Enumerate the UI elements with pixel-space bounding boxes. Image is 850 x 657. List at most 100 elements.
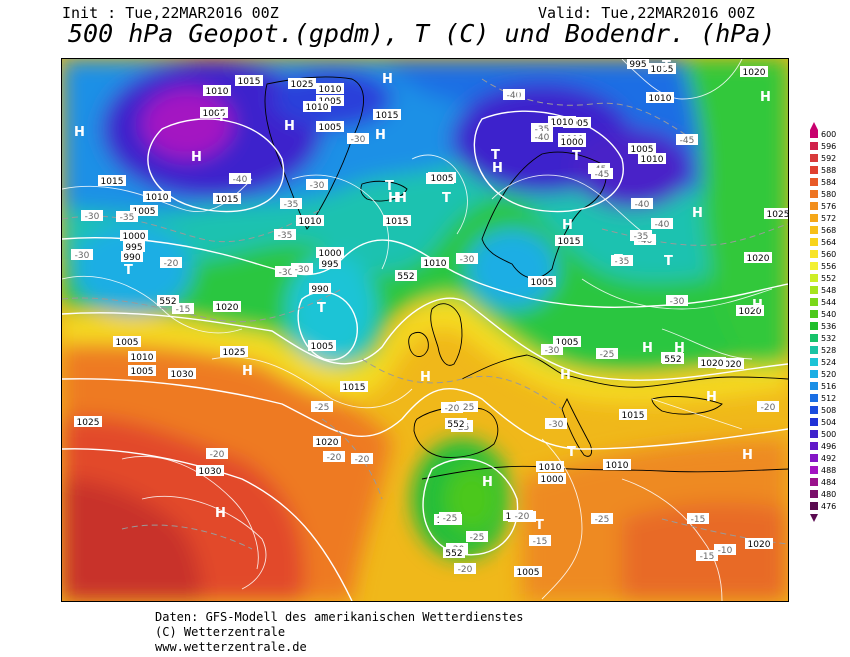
pressure-label: 1005 — [431, 174, 454, 184]
pressure-label-bg — [740, 66, 768, 77]
temperature-label-bg — [275, 266, 297, 277]
scale-swatch — [810, 334, 818, 342]
temperature-label: -40 — [233, 175, 248, 185]
scale-top-arrow — [810, 122, 818, 130]
scale-swatch — [810, 286, 818, 294]
scale-value: 480 — [821, 489, 837, 499]
high-pressure-symbol: H — [562, 218, 573, 233]
scale-row: 532 — [810, 333, 837, 343]
pressure-label-bg — [130, 205, 158, 216]
temperature-label: -30 — [545, 346, 560, 356]
temperature-label: -20 — [515, 512, 530, 522]
scale-row: 488 — [810, 466, 836, 475]
low-pressure-symbol: T — [124, 263, 133, 278]
pressure-label: 1005 — [556, 338, 579, 348]
scale-swatch — [810, 274, 818, 282]
pressure-label-bg — [319, 258, 341, 269]
pressure-label-bg — [168, 368, 196, 379]
scale-swatch — [810, 202, 818, 210]
geopotential-label: 552 — [159, 297, 176, 307]
temperature-label: -25 — [315, 403, 330, 413]
temperature-label: -15 — [176, 305, 191, 315]
temperature-label-bg — [116, 211, 138, 222]
temperature-label: -40 — [635, 200, 650, 210]
temperature-label-bg — [651, 218, 673, 229]
temperature-label: -20 — [327, 453, 342, 463]
pressure-label-bg — [213, 193, 241, 204]
temperature-label: -20 — [210, 450, 225, 460]
pressure-label-bg — [563, 117, 591, 128]
pressure-label-bg — [716, 358, 744, 369]
pressure-label: 1005 — [131, 367, 154, 377]
temperature-label: -20 — [355, 455, 370, 465]
temperature-label-bg — [454, 563, 476, 574]
scale-value: 560 — [821, 249, 837, 259]
pressure-label-bg — [646, 92, 674, 103]
scale-swatch — [810, 490, 818, 498]
pressure-label-bg — [98, 175, 126, 186]
temperature-label-bg — [456, 253, 478, 264]
scale-swatch — [810, 178, 818, 186]
low-pressure-symbol: T — [491, 148, 500, 163]
temperature-label: -40 — [535, 133, 550, 143]
pressure-label: 1010 — [606, 461, 629, 471]
temperature-label-bg — [306, 179, 328, 190]
scale-row: 496 — [810, 442, 836, 451]
pressure-label-bg — [196, 465, 224, 476]
scale-value: 524 — [821, 357, 837, 367]
pressure-label: 1020 — [739, 307, 762, 317]
pressure-label: 1010 — [649, 94, 672, 104]
footer-data-source: Daten: GFS-Modell des amerikanischen Wet… — [155, 610, 524, 624]
high-pressure-symbol: H — [191, 150, 202, 165]
footer-copyright: (C) Wetterzentrale — [155, 625, 286, 639]
pressure-label-bg — [316, 247, 344, 258]
temperature-label-bg — [591, 513, 613, 524]
scale-row: 560 — [810, 249, 837, 259]
scale-swatch — [810, 238, 818, 246]
pressure-label: 1020 — [701, 359, 724, 369]
pressure-label-bg — [619, 409, 647, 420]
pressure-label: 1025 — [77, 418, 100, 428]
scale-row: 556 — [810, 262, 836, 271]
pressure-label-bg — [340, 381, 368, 392]
temperature-label: -35 — [278, 231, 293, 241]
temperature-label-bg — [531, 123, 553, 134]
pressure-label-bg — [603, 459, 631, 470]
high-pressure-symbol: H — [742, 448, 753, 463]
pressure-label-bg — [628, 143, 656, 154]
pressure-label: 1010 — [131, 353, 154, 363]
temperature-label-bg — [439, 512, 461, 523]
geopotential-label: 552 — [664, 355, 681, 365]
scale-row: 572 — [810, 214, 836, 223]
scale-swatch — [810, 130, 818, 138]
scale-row: 504 — [810, 418, 836, 427]
pressure-label: 1020 — [747, 254, 770, 264]
high-pressure-symbol: H — [215, 506, 226, 521]
scale-swatch — [810, 358, 818, 366]
pressure-label: 1010 — [146, 193, 169, 203]
pressure-label-bg — [421, 257, 449, 268]
scale-row: 596 — [810, 142, 836, 151]
scale-value: 532 — [821, 333, 837, 343]
temperature-label-bg — [630, 230, 652, 241]
pressure-label: 1005 — [311, 342, 334, 352]
scale-swatch — [810, 478, 818, 486]
pressure-label: 1005 — [133, 207, 156, 217]
temperature-label-bg — [596, 348, 618, 359]
temperature-label-bg — [311, 401, 333, 412]
scale-value: 548 — [821, 285, 837, 295]
temperature-label: -40 — [655, 220, 670, 230]
footer-website: www.wetterzentrale.de — [155, 640, 307, 654]
scale-value: 544 — [821, 297, 837, 307]
high-pressure-symbol: H — [375, 128, 386, 143]
pressure-label: 990 — [123, 253, 140, 263]
temperature-label: -25 — [460, 403, 475, 413]
temperature-label-bg — [229, 173, 251, 184]
temperature-label: -20 — [445, 404, 460, 414]
pressure-label-bg — [764, 208, 788, 219]
pressure-label-bg — [316, 95, 344, 106]
pressure-label-bg — [143, 191, 171, 202]
pressure-label: 1005 — [517, 568, 540, 578]
scale-swatch — [810, 322, 818, 330]
